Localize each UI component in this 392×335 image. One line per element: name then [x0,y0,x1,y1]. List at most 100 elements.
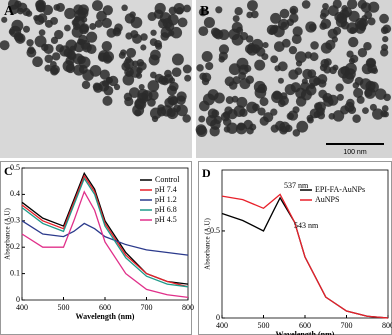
particle [94,20,103,28]
particle [317,74,328,84]
particle [148,90,159,101]
particle [81,80,91,90]
particle [32,56,43,68]
particle [279,8,290,19]
particle [218,44,230,55]
particle [310,41,319,50]
x-tick-label: 400 [216,321,228,330]
particle [332,110,345,122]
particle [347,105,357,115]
particle [270,124,279,133]
particle [99,69,110,80]
particle [372,108,384,120]
particle [164,97,175,108]
particle [245,35,254,43]
particle [279,121,291,133]
x-tick-label: 500 [58,303,70,312]
particle [134,109,142,117]
particle [319,64,328,72]
particle [215,6,223,14]
particle [380,48,389,57]
particle [348,36,359,48]
legend-label: pH 6.8 [155,205,177,214]
particle [382,24,392,34]
y-axis-label: Absorbance (A.U) [4,207,12,259]
x-tick-label: 700 [141,303,153,312]
particle [196,125,208,137]
legend-label: AuNPS [315,195,339,204]
particle [198,26,209,37]
particle [226,122,238,134]
particle [198,100,210,112]
particle [73,4,84,15]
particle [182,64,192,74]
particle [114,23,123,33]
x-tick-label: 600 [299,321,311,330]
particle [318,89,328,99]
particle [89,65,102,77]
particle [341,7,353,18]
particle [38,1,45,9]
x-axis-label: Wavelength (nm) [276,330,335,335]
particle [329,66,337,75]
legend-label: Control [155,175,180,184]
particle [86,31,98,43]
legend-label: EPI-FA-AuNPs [315,185,365,194]
particle [218,56,225,63]
x-tick-label: 800 [182,303,194,312]
series-line [221,193,389,319]
particle [182,114,191,123]
particle [302,68,313,80]
particle [11,19,24,32]
particle [239,78,251,90]
particles [0,0,392,137]
particle [364,88,373,97]
y-tick-label: 0.4 [10,189,20,198]
particle [346,50,354,58]
particle [209,126,220,137]
particle [288,45,298,55]
particle [253,80,266,93]
particle [149,107,162,120]
particle [251,38,264,51]
series-line [21,177,189,288]
particle [79,24,89,35]
particle [71,19,79,27]
annotation: 537 nm [284,181,309,190]
particle [364,11,373,20]
particle [259,97,269,107]
particle [149,38,158,47]
particle [120,49,127,56]
particle [103,85,114,96]
scale-bar-label: 100 nm [343,149,367,156]
legend-label: pH 1.2 [155,195,177,204]
particle [77,55,86,65]
particle [250,10,259,19]
particle [247,0,258,11]
particle [225,96,234,105]
particle [367,17,376,26]
panel-label: A [4,4,15,19]
particle [211,109,220,118]
particle [322,3,329,10]
particle [236,96,248,108]
particle [203,16,215,29]
particle [346,0,358,10]
particle [254,59,266,71]
particle [22,25,30,33]
particle [198,115,206,123]
particle [369,103,377,111]
particle [41,43,49,52]
particle [331,36,338,43]
particle [336,93,344,101]
particle [69,45,77,53]
particle [295,96,307,107]
particle [262,41,269,49]
particle [154,73,164,83]
x-axis-label: Wavelength (nm) [76,312,135,321]
particle [148,54,160,66]
particle [134,98,147,110]
particle [307,116,314,124]
particle [327,5,339,16]
